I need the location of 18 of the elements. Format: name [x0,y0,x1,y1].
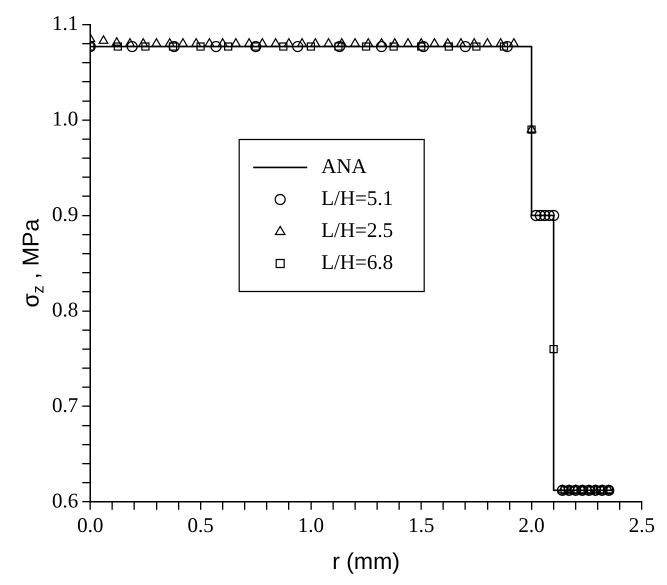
legend-label: L/H=5.1 [321,186,394,210]
y-tick-label: 0.7 [52,392,78,417]
x-tick-label: 1.5 [408,512,434,537]
legend-label: L/H=6.8 [321,250,394,274]
legend-label: ANA [321,154,368,178]
y-tick-label: 0.6 [52,488,78,512]
y-tick-label: 1.1 [52,11,78,36]
x-tick-label: 0.0 [77,512,104,537]
x-tick-label: 2.5 [628,512,655,537]
legend-label: L/H=2.5 [321,218,394,242]
y-tick-label: 0.9 [52,202,78,226]
x-tick-label: 0.5 [187,512,214,537]
x-axis-title: r (mm) [332,548,400,574]
y-axis-title: σz , MPa [17,218,48,308]
x-tick-label: 1.0 [298,512,324,537]
y-tick-label: 1.0 [52,106,78,131]
y-tick-label: 0.8 [52,297,78,322]
x-tick-label: 2.0 [518,512,545,537]
